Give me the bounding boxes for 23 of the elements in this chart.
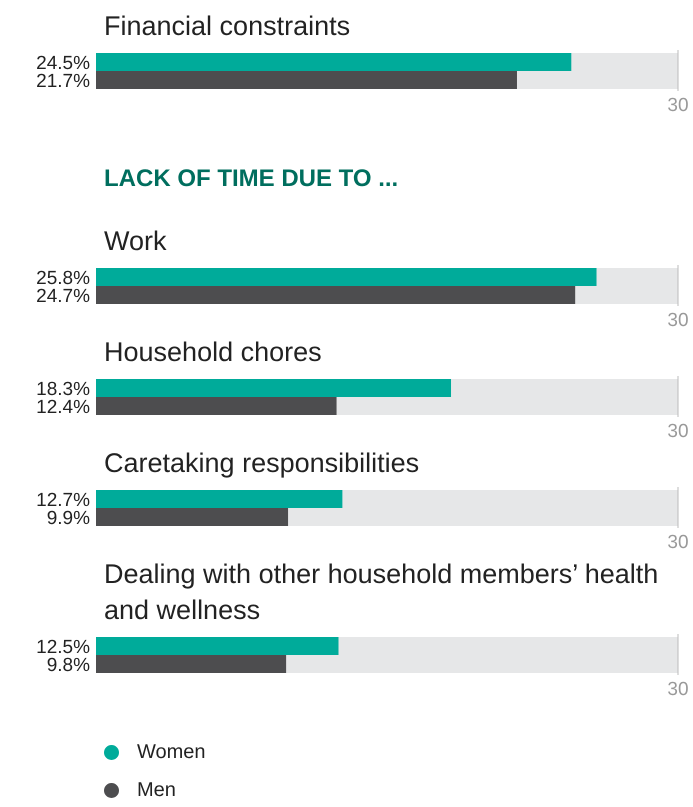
chart-title: Financial constraints bbox=[104, 10, 352, 43]
ref-line-label: 30 bbox=[667, 421, 689, 442]
chart-title: Work bbox=[104, 225, 168, 258]
data-label: 21.7% bbox=[36, 71, 90, 92]
legend-label: Men bbox=[137, 778, 176, 802]
data-label: 25.8% bbox=[36, 268, 90, 289]
data-label: 12.7% bbox=[36, 490, 90, 511]
ref-line-label: 30 bbox=[667, 310, 689, 331]
data-label: 9.9% bbox=[46, 508, 90, 529]
ref-line-label: 30 bbox=[667, 679, 689, 700]
chart-title: Dealing with other household members’ health and wellness bbox=[104, 558, 660, 627]
data-label: 24.7% bbox=[36, 286, 90, 307]
legend-label: Women bbox=[137, 740, 206, 764]
ref-line-label: 30 bbox=[667, 95, 689, 116]
ref-line-label: 30 bbox=[667, 532, 689, 553]
chart-title: Household chores bbox=[104, 336, 323, 369]
data-label: 24.5% bbox=[36, 53, 90, 74]
data-label: 9.8% bbox=[46, 655, 90, 676]
data-label: 12.5% bbox=[36, 637, 90, 658]
data-label: 12.4% bbox=[36, 397, 90, 418]
chart-title: Caretaking responsibilities bbox=[104, 447, 420, 480]
data-label: 18.3% bbox=[36, 379, 90, 400]
chart-subtitle: LACK OF TIME DUE TO ... bbox=[104, 165, 400, 193]
